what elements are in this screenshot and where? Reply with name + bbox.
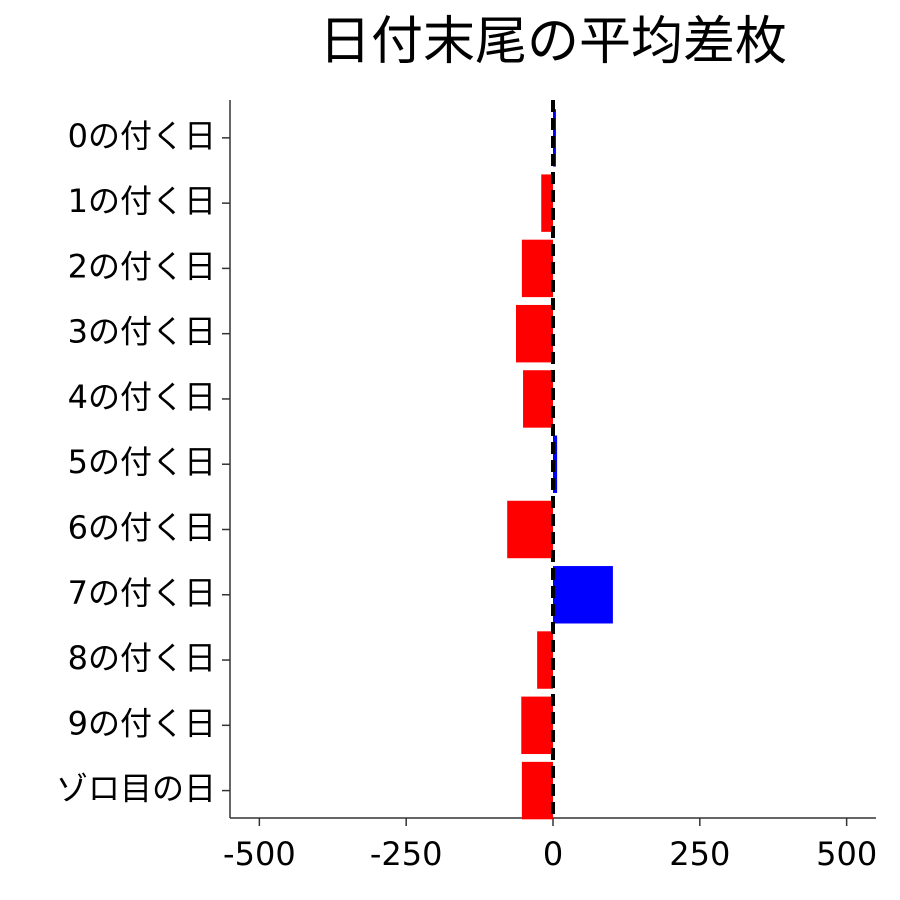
bar	[521, 696, 553, 755]
y-tick-label: 8の付く日	[68, 639, 216, 677]
y-tick-label: 7の付く日	[68, 574, 216, 612]
y-tick-label: 0の付く日	[68, 117, 216, 155]
bar	[553, 435, 558, 493]
y-tick-label: 3の付く日	[68, 313, 216, 351]
bar	[521, 239, 553, 298]
y-tick-label: 6の付く日	[68, 508, 216, 546]
bar	[516, 304, 553, 363]
x-tick-label: 500	[816, 835, 877, 873]
bar	[507, 500, 553, 559]
x-tick-label: -500	[223, 835, 296, 873]
chart-title: 日付末尾の平均差枚	[319, 12, 787, 72]
bar	[521, 761, 553, 820]
y-tick-label: ゾロ目の日	[56, 770, 216, 808]
bar	[541, 174, 553, 232]
y-tick-label: 2の付く日	[68, 247, 216, 285]
y-tick-label: 1の付く日	[68, 182, 216, 220]
y-tick-label: 5の付く日	[68, 443, 216, 481]
x-tick-label: 250	[669, 835, 730, 873]
x-tick-label: 0	[543, 835, 563, 873]
bar	[537, 631, 553, 689]
bar	[523, 370, 553, 428]
x-tick-label: -250	[370, 835, 443, 873]
bar	[553, 566, 613, 624]
y-tick-label: 4の付く日	[68, 378, 216, 416]
y-tick-label: 9の付く日	[68, 704, 216, 742]
